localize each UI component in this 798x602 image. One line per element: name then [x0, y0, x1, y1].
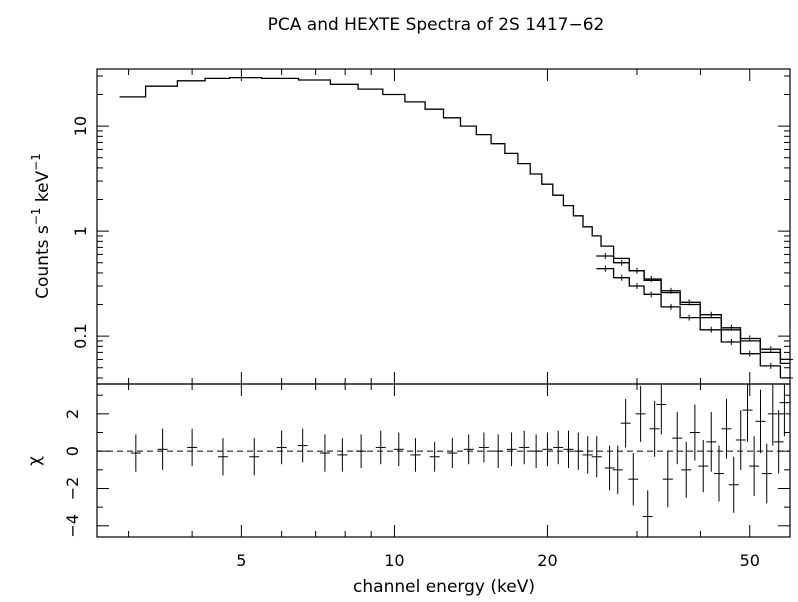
x-axis-label: channel energy (keV) — [353, 577, 535, 597]
spectrum-y-axis-label: Counts s−1 keV−1 — [29, 153, 53, 299]
chart-title: PCA and HEXTE Spectra of 2S 1417−62 — [268, 15, 605, 35]
x-tick-label: 50 — [740, 551, 760, 570]
y-tick-label: 0.1 — [71, 323, 90, 348]
y-label-kev: keV — [33, 170, 53, 207]
x-tick-label: 10 — [384, 551, 404, 570]
residual-tick-label: 0 — [63, 446, 82, 456]
y-label-counts: Counts s — [33, 225, 53, 299]
residual-tick-label: −4 — [63, 514, 82, 538]
y-tick-label: 1 — [71, 226, 90, 236]
spectrum-y-ticks: 0.1 1 10 — [71, 75, 790, 379]
y-tick-label: 10 — [71, 116, 90, 136]
spectrum-line-hexte-2 — [596, 267, 790, 379]
residual-tick-label: 2 — [63, 409, 82, 419]
residual-tick-label: −2 — [63, 477, 82, 501]
y-label-exponent-2: −1 — [29, 153, 43, 171]
residual-ticks: −4 −2 0 2 — [63, 394, 790, 538]
x-tick-label: 5 — [236, 551, 246, 570]
spectrum-series — [119, 76, 793, 381]
x-tick-label: 20 — [537, 551, 557, 570]
y-label-exponent-1: −1 — [29, 208, 43, 226]
spectrum-line-hexte-1 — [596, 255, 790, 361]
residual-y-axis-label: χ — [25, 456, 45, 466]
x-ticks: 5 10 20 50 — [128, 69, 760, 570]
residual-panel-frame — [96, 383, 791, 538]
residual-points — [130, 384, 790, 537]
